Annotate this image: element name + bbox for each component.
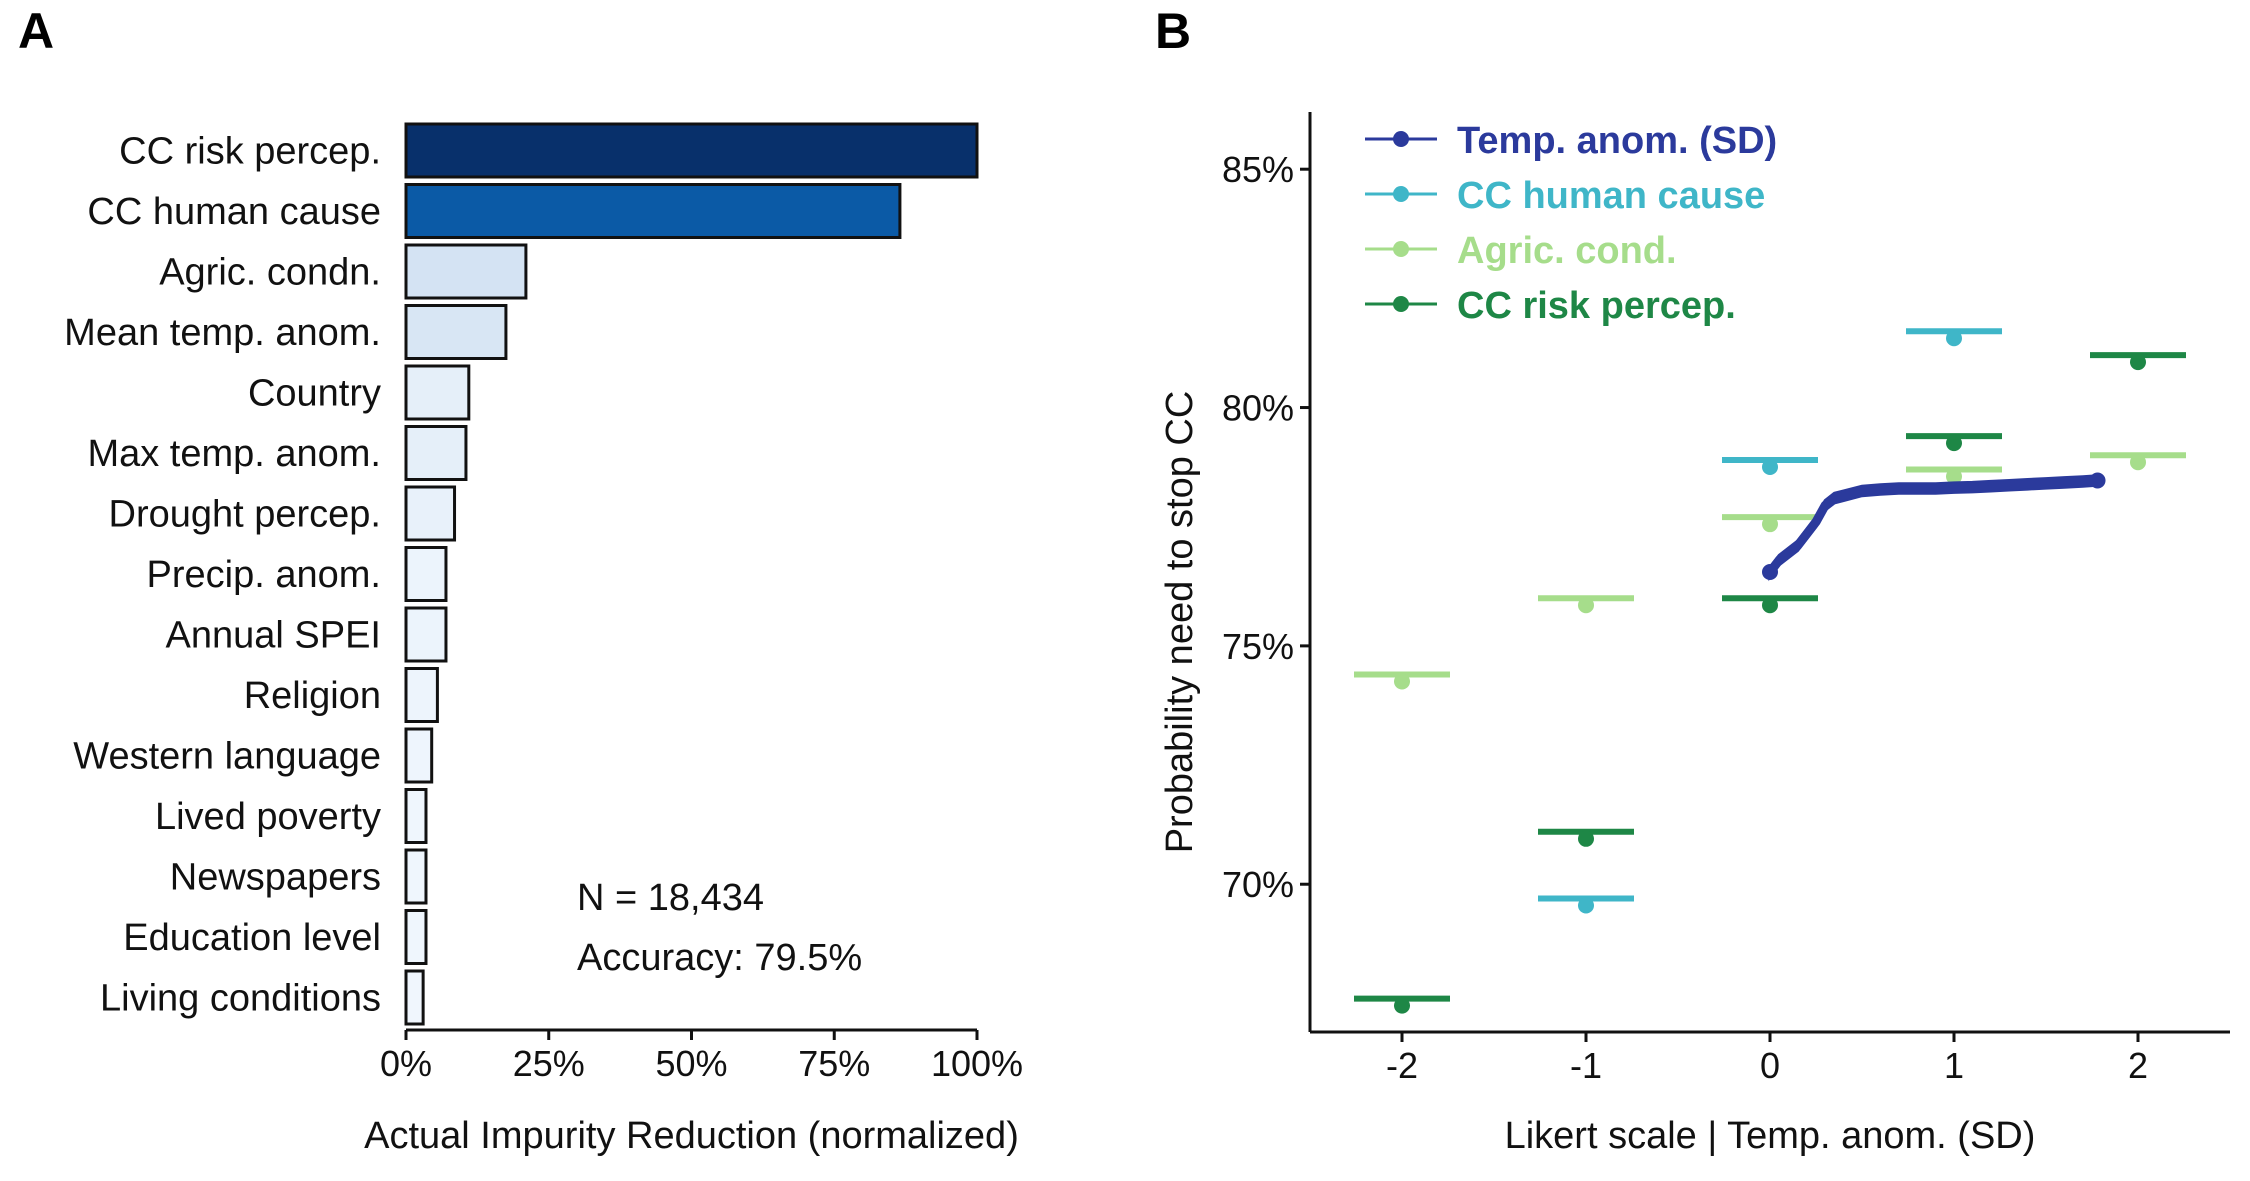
category-label: Newspapers — [170, 857, 381, 899]
category-label: Agric. condn. — [159, 252, 381, 294]
data-point — [1394, 997, 1410, 1014]
data-point — [2130, 354, 2146, 371]
data-point — [1578, 597, 1594, 614]
x-tick-label: 2 — [2128, 1045, 2148, 1086]
category-label: CC risk percep. — [119, 131, 381, 173]
data-point — [1578, 897, 1594, 914]
data-point — [1946, 468, 1962, 485]
panel-a-letter: A — [18, 3, 54, 59]
category-label: Lived poverty — [155, 796, 381, 838]
bar-chart-panel: CC risk percep. CC human cause Agric. cond… — [64, 122, 1023, 1157]
curve-end-point — [2089, 472, 2106, 489]
bar — [404, 606, 448, 663]
bar — [404, 485, 457, 542]
category-label: Mean temp. anom. — [64, 312, 381, 354]
category-label: Education level — [123, 917, 381, 959]
bar — [404, 122, 979, 179]
bar — [404, 848, 428, 905]
legend-marker — [1393, 186, 1409, 202]
bar — [404, 183, 902, 239]
x-axis-title: Likert scale | Temp. anom. (SD) — [1505, 1115, 2036, 1157]
legend-label: Temp. anom. (SD) — [1457, 120, 1777, 162]
y-tick-label: 70% — [1222, 864, 1294, 905]
category-label: Living conditions — [100, 978, 381, 1020]
x-tick-label: -2 — [1386, 1045, 1418, 1086]
category-label: Precip. anom. — [147, 554, 381, 596]
x-tick-label: 0 — [1760, 1045, 1780, 1086]
data-point — [1946, 330, 1962, 347]
category-label: Country — [248, 373, 381, 415]
legend-marker — [1393, 296, 1409, 312]
bar — [404, 304, 508, 360]
temp-anom-curve — [1765, 476, 2102, 577]
data-point — [1762, 458, 1778, 475]
category-label: Max temp. anom. — [87, 433, 381, 475]
legend-label: CC human cause — [1457, 175, 1765, 217]
accuracy-annotation: Accuracy: 79.5% — [577, 937, 862, 979]
category-label: Religion — [244, 675, 381, 717]
legend: Temp. anom. (SD) CC human cause Agric. con… — [1365, 120, 1777, 327]
y-tick-label: 85% — [1222, 149, 1294, 190]
legend-marker — [1393, 241, 1409, 257]
x-tick-label: 1 — [1944, 1045, 1964, 1086]
category-label: Annual SPEI — [166, 615, 381, 657]
bar — [404, 969, 425, 1026]
bar — [404, 667, 439, 723]
data-point — [2130, 454, 2146, 471]
x-tick-label: 50% — [655, 1043, 727, 1084]
sample-size-annotation: N = 18,434 — [577, 877, 764, 919]
data-point — [1394, 673, 1410, 690]
x-tick-label: 0% — [380, 1043, 432, 1084]
x-tick-label: -1 — [1570, 1045, 1602, 1086]
y-tick-label: 75% — [1222, 626, 1294, 667]
legend-label: CC risk percep. — [1457, 285, 1736, 327]
bar — [404, 788, 428, 844]
x-axis-title: Actual Impurity Reduction (normalized) — [364, 1115, 1019, 1157]
bar — [404, 909, 428, 965]
curve-start-point — [1762, 564, 1778, 580]
marginal-effects-panel: 70% 75% 80% 85% -2 -1 0 1 2 Likert scale | Temp. … — [1159, 112, 2230, 1157]
category-label: Drought percep. — [109, 494, 382, 536]
x-tick-label: 75% — [798, 1043, 870, 1084]
data-point — [1762, 516, 1778, 533]
data-point — [1578, 830, 1594, 847]
bar — [404, 546, 448, 602]
y-tick-label: 80% — [1222, 388, 1294, 429]
x-tick-label: 100% — [931, 1043, 1023, 1084]
data-point — [1762, 597, 1778, 614]
legend-label: Agric. cond. — [1457, 230, 1677, 272]
bar — [404, 727, 434, 784]
bar — [404, 243, 528, 300]
bar — [404, 364, 471, 421]
y-axis-title: Probability need to stop CC — [1159, 391, 1201, 854]
data-point — [1946, 435, 1962, 452]
legend-marker — [1393, 131, 1409, 147]
x-tick-label: 25% — [513, 1043, 585, 1084]
bar — [404, 425, 468, 481]
panel-b-letter: B — [1155, 3, 1191, 59]
category-label: CC human cause — [87, 191, 381, 233]
category-label: Western language — [73, 736, 381, 778]
